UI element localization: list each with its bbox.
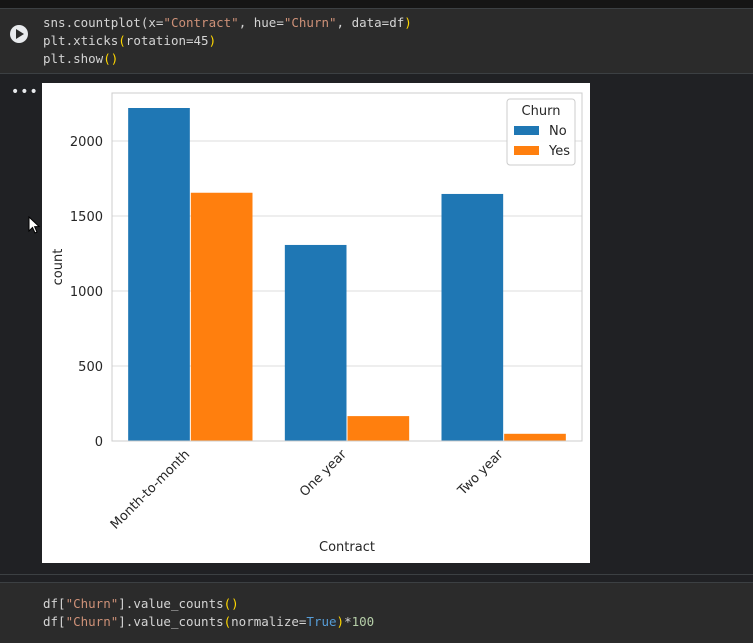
code-editor[interactable]: df["Churn"].value_counts() df["Churn"].va…	[0, 582, 753, 643]
code-token: (	[223, 614, 232, 629]
code-token: plt.xticks	[43, 33, 119, 48]
code-text[interactable]: df["Churn"].value_counts() df["Churn"].va…	[43, 595, 374, 631]
code-token: )	[208, 33, 217, 48]
code-token: ()	[223, 596, 239, 611]
legend-swatch-yes	[514, 146, 539, 155]
legend-label-no: No	[549, 124, 567, 139]
code-token: ].value_counts	[118, 614, 224, 629]
code-token: df[	[43, 614, 66, 629]
bar-yes-0	[190, 192, 253, 441]
y-tick-label: 2000	[70, 135, 103, 150]
code-token: plt.show	[43, 51, 104, 66]
code-line: df["Churn"].value_counts()	[43, 595, 374, 613]
code-token: (	[118, 33, 126, 48]
legend-swatch-no	[514, 126, 539, 135]
y-tick-label: 500	[78, 360, 103, 375]
code-token: , hue=	[238, 15, 284, 30]
code-token: )	[404, 15, 412, 30]
y-tick-label: 1500	[70, 210, 103, 225]
top-bar	[0, 0, 753, 8]
code-line: plt.xticks(rotation=45)	[43, 32, 412, 50]
y-axis-label: count	[51, 249, 66, 286]
code-line: df["Churn"].value_counts(normalize=True)…	[43, 613, 374, 631]
code-token: "Churn"	[283, 15, 337, 30]
code-token: sns.countplot(x=	[43, 15, 164, 30]
mouse-cursor-icon	[28, 216, 41, 234]
bar-no-2	[441, 193, 504, 441]
code-cell-value-counts: df["Churn"].value_counts() df["Churn"].va…	[0, 582, 753, 643]
code-token: , data=df	[336, 15, 405, 30]
code-token: )	[336, 614, 345, 629]
code-token: normalize=	[231, 614, 307, 629]
legend-title: Churn	[522, 104, 561, 119]
legend-label-yes: Yes	[548, 144, 570, 159]
x-tick-label: Two year	[455, 447, 507, 499]
bar-yes-1	[347, 416, 410, 441]
code-token: 100	[351, 614, 375, 629]
output-menu-icon[interactable]: •••	[11, 84, 39, 100]
play-icon	[16, 29, 24, 39]
y-tick-label: 0	[95, 435, 103, 450]
code-cell-countplot: sns.countplot(x="Contract", hue="Churn",…	[0, 8, 753, 575]
countplot-chart: 0 500 1000 1500 2000 Month-to-month One year Tw…	[51, 92, 583, 555]
x-tick-label: One year	[297, 447, 350, 500]
code-text[interactable]: sns.countplot(x="Contract", hue="Churn",…	[43, 14, 412, 68]
bar-no-0	[128, 108, 190, 441]
code-token: ].value_counts	[118, 596, 224, 611]
code-token: True	[306, 614, 337, 629]
code-editor[interactable]: sns.countplot(x="Contract", hue="Churn",…	[0, 8, 753, 74]
chart-output: 0 500 1000 1500 2000 Month-to-month One year Tw…	[42, 83, 590, 563]
y-tick-label: 1000	[70, 285, 103, 300]
code-token: *	[344, 614, 352, 629]
x-axis-label: Contract	[319, 540, 375, 555]
bar-yes-2	[504, 433, 566, 441]
bar-no-1	[284, 244, 347, 441]
plot-frame	[111, 92, 583, 442]
code-token: ()	[103, 51, 119, 66]
run-cell-button[interactable]	[10, 25, 28, 43]
code-line: sns.countplot(x="Contract", hue="Churn",…	[43, 14, 412, 32]
x-tick-label: Month-to-month	[108, 447, 193, 532]
code-token: rotation=45	[125, 33, 209, 48]
code-token: "Churn"	[65, 614, 119, 629]
code-token: "Churn"	[65, 596, 119, 611]
code-token: "Contract"	[163, 15, 239, 30]
code-token: df[	[43, 596, 66, 611]
code-line: plt.show()	[43, 50, 412, 68]
